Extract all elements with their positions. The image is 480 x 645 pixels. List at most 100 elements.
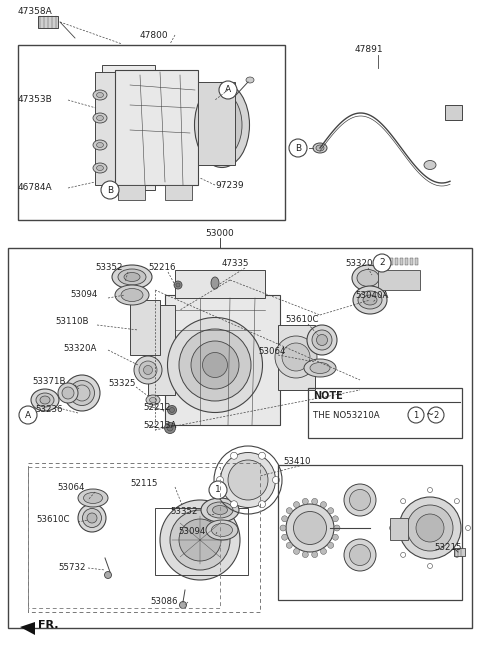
Ellipse shape <box>201 498 239 522</box>
Ellipse shape <box>259 452 265 459</box>
Text: 1: 1 <box>215 486 221 495</box>
Ellipse shape <box>312 551 318 557</box>
Ellipse shape <box>167 425 173 431</box>
Text: 53352: 53352 <box>95 264 122 272</box>
Ellipse shape <box>112 265 152 289</box>
Ellipse shape <box>280 525 286 531</box>
Text: 53320: 53320 <box>345 259 372 268</box>
Bar <box>385 258 388 265</box>
Ellipse shape <box>466 526 470 530</box>
Bar <box>308 388 462 438</box>
Ellipse shape <box>389 526 395 530</box>
Text: 53094: 53094 <box>70 290 97 299</box>
Ellipse shape <box>307 325 337 355</box>
Text: 53064: 53064 <box>57 484 84 493</box>
Ellipse shape <box>407 505 453 551</box>
Text: A: A <box>225 86 231 95</box>
Ellipse shape <box>202 92 242 157</box>
Ellipse shape <box>455 499 459 504</box>
Ellipse shape <box>70 381 95 406</box>
Ellipse shape <box>313 143 327 153</box>
Ellipse shape <box>246 77 254 83</box>
Text: 2: 2 <box>379 259 385 268</box>
Text: B: B <box>107 186 113 195</box>
Ellipse shape <box>282 516 288 522</box>
Text: 53086: 53086 <box>150 597 178 606</box>
Ellipse shape <box>93 113 107 123</box>
Bar <box>115 70 198 185</box>
Ellipse shape <box>302 499 308 504</box>
Ellipse shape <box>304 359 336 377</box>
Ellipse shape <box>302 551 308 557</box>
Ellipse shape <box>316 335 327 346</box>
Ellipse shape <box>352 265 384 291</box>
Ellipse shape <box>332 534 338 541</box>
Ellipse shape <box>328 542 334 548</box>
Polygon shape <box>20 622 35 635</box>
Bar <box>400 258 403 265</box>
Text: 52213A: 52213A <box>143 421 176 430</box>
Bar <box>165 295 280 425</box>
Ellipse shape <box>428 407 444 423</box>
Ellipse shape <box>78 504 106 532</box>
Ellipse shape <box>179 519 221 561</box>
Ellipse shape <box>101 181 119 199</box>
Ellipse shape <box>191 341 239 389</box>
Bar <box>155 508 248 575</box>
Ellipse shape <box>428 488 432 493</box>
Bar <box>405 258 408 265</box>
Text: 47800: 47800 <box>140 30 168 39</box>
Ellipse shape <box>93 90 107 100</box>
Text: 47891: 47891 <box>355 46 384 54</box>
Ellipse shape <box>211 108 233 143</box>
Bar <box>278 325 315 390</box>
Ellipse shape <box>62 387 74 399</box>
Ellipse shape <box>174 281 182 289</box>
Ellipse shape <box>328 508 334 513</box>
Ellipse shape <box>93 163 107 173</box>
Text: 53325: 53325 <box>108 379 135 388</box>
Text: 52212: 52212 <box>143 404 170 413</box>
Ellipse shape <box>165 422 176 433</box>
Ellipse shape <box>96 166 104 170</box>
Ellipse shape <box>96 92 104 97</box>
Ellipse shape <box>36 393 54 407</box>
Ellipse shape <box>273 477 279 484</box>
Ellipse shape <box>401 499 406 504</box>
Ellipse shape <box>64 375 100 411</box>
Text: THE NO53210A: THE NO53210A <box>313 410 380 419</box>
Text: 2: 2 <box>433 410 439 419</box>
Text: 97239: 97239 <box>215 181 244 190</box>
Ellipse shape <box>310 362 330 373</box>
Ellipse shape <box>286 508 292 513</box>
Ellipse shape <box>87 513 97 523</box>
Ellipse shape <box>139 361 157 379</box>
Text: 53000: 53000 <box>205 228 234 237</box>
Text: 53610C: 53610C <box>285 315 319 324</box>
Bar <box>130 300 160 355</box>
Ellipse shape <box>211 277 219 289</box>
Ellipse shape <box>170 510 230 570</box>
Ellipse shape <box>373 254 391 272</box>
Ellipse shape <box>207 502 233 518</box>
Ellipse shape <box>344 539 376 571</box>
Ellipse shape <box>399 497 461 559</box>
Ellipse shape <box>160 500 240 580</box>
Text: A: A <box>25 410 31 419</box>
Text: 53371B: 53371B <box>32 377 65 386</box>
Ellipse shape <box>286 542 292 548</box>
Ellipse shape <box>259 501 265 508</box>
Bar <box>390 258 393 265</box>
Text: B: B <box>295 143 301 152</box>
Bar <box>378 270 420 290</box>
Text: 53610C: 53610C <box>36 515 70 524</box>
Text: 52115: 52115 <box>130 479 157 488</box>
Ellipse shape <box>293 502 300 508</box>
Ellipse shape <box>455 552 459 557</box>
Ellipse shape <box>321 548 326 555</box>
Ellipse shape <box>219 81 237 99</box>
Text: NOTE: NOTE <box>313 391 343 401</box>
Text: 53410: 53410 <box>283 457 311 466</box>
Ellipse shape <box>176 283 180 287</box>
Ellipse shape <box>293 511 326 544</box>
